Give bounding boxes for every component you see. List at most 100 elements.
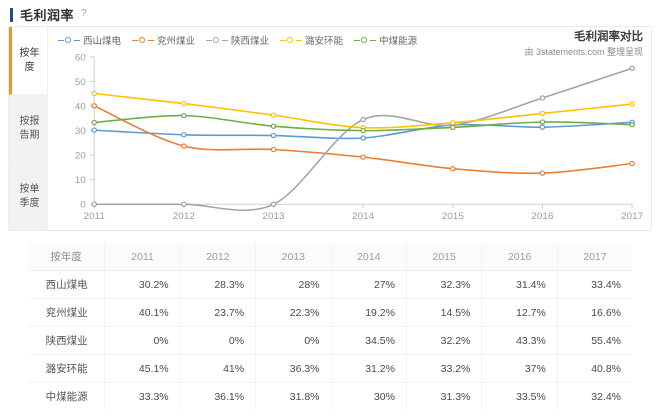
- table-cell: 28%: [255, 270, 332, 299]
- series-point[interactable]: [270, 201, 277, 207]
- table-col-header-year: 2016: [481, 243, 558, 271]
- table-cell: 40.8%: [557, 354, 632, 383]
- table-cell: 40.1%: [104, 298, 181, 327]
- series-point[interactable]: [91, 201, 98, 207]
- series-point[interactable]: [629, 122, 635, 128]
- table-cell: 16.6%: [557, 298, 632, 327]
- help-icon[interactable]: ?: [81, 8, 87, 19]
- legend-item-3[interactable]: 潞安环能: [280, 33, 343, 47]
- plot-wrap: 0 10 20 30 40 50 60 2011 2012 2013 2014 2015 2016 201…: [48, 51, 651, 230]
- series-0: [91, 119, 635, 141]
- series-point[interactable]: [270, 112, 277, 118]
- table-row: 潞安环能 45.1% 41% 36.3% 31.2% 33.2% 37% 40.8%: [28, 354, 632, 383]
- y-axis-tick-label: 20: [75, 151, 87, 162]
- line-chart-svg: 0 10 20 30 40 50 60 2011 2012 2013 2014 2015 2016 201…: [75, 53, 643, 222]
- table-col-header-year: 2011: [104, 243, 181, 271]
- series-point[interactable]: [449, 124, 456, 131]
- series-point[interactable]: [360, 127, 366, 134]
- series-4: [91, 112, 635, 134]
- series-point[interactable]: [270, 146, 277, 153]
- series-3: [91, 90, 635, 131]
- legend-marker-icon: [280, 36, 303, 45]
- legend-marker-icon: [354, 36, 377, 45]
- series-point[interactable]: [91, 90, 98, 97]
- page-title: 毛利润率: [20, 8, 75, 23]
- table-cell: 32.2%: [406, 326, 483, 355]
- sidebar-tab-0[interactable]: 按年度: [9, 27, 47, 95]
- series-point[interactable]: [539, 170, 546, 176]
- series-point[interactable]: [629, 101, 635, 107]
- legend-item-2[interactable]: 陕西煤业: [206, 33, 269, 47]
- legend-item-0[interactable]: 西山煤电: [58, 33, 121, 47]
- series-point[interactable]: [539, 119, 546, 125]
- y-axis-tick-label: 50: [75, 77, 87, 88]
- table-cell: 31.2%: [331, 354, 407, 383]
- title-accent-bar: [10, 7, 13, 22]
- series-point[interactable]: [449, 120, 456, 126]
- legend-label: 西山煤电: [83, 36, 122, 47]
- table-cell: 33.4%: [557, 270, 632, 299]
- table-row: 兖州煤业 40.1% 23.7% 22.3% 19.2% 14.5% 12.7% 16.6%: [28, 298, 632, 327]
- series-point[interactable]: [360, 154, 366, 160]
- series-point[interactable]: [449, 166, 456, 172]
- sidebar-tab-2[interactable]: 按单 季度: [9, 163, 47, 230]
- series-point[interactable]: [181, 143, 187, 149]
- legend-item-4[interactable]: 中煤能源: [354, 33, 417, 47]
- series-1: [91, 103, 635, 176]
- series-point[interactable]: [270, 123, 277, 129]
- x-axis-tick-label: 2014: [352, 211, 375, 222]
- table-cell: 12.7%: [481, 298, 558, 327]
- page-header: 毛利润率 ?: [0, 0, 660, 23]
- series-point[interactable]: [181, 132, 187, 138]
- table-cell: 33.5%: [481, 382, 558, 410]
- sidebar-tab-label: 按年度: [19, 47, 40, 73]
- series-point[interactable]: [91, 103, 98, 109]
- table-row: 西山煤电 30.2% 28.3% 28% 27% 32.3% 31.4% 33.4%: [28, 270, 632, 299]
- data-table-wrap: 按年度 2011 2012 2013 2014 2015 2016 2017 西山煤电 30.2…: [28, 243, 632, 410]
- table-cell: 14.5%: [406, 298, 483, 327]
- x-axis-tick-label: 2013: [262, 211, 284, 222]
- table-cell: 0%: [104, 326, 181, 355]
- series-point[interactable]: [181, 100, 187, 107]
- table-cell: 23.7%: [180, 298, 257, 327]
- x-axis-tick-label: 2015: [442, 211, 464, 222]
- table-row-label: 中煤能源: [28, 382, 106, 410]
- series-point[interactable]: [629, 160, 635, 167]
- legend-label: 中煤能源: [379, 36, 418, 47]
- table-cell: 27%: [331, 270, 407, 299]
- series-point[interactable]: [539, 110, 546, 117]
- series-point[interactable]: [360, 116, 366, 123]
- sidebar-tab-1[interactable]: 按报 告期: [9, 95, 47, 163]
- table-cell: 28.3%: [180, 270, 257, 299]
- legend-label: 陕西煤业: [231, 36, 270, 47]
- table-cell: 36.1%: [180, 382, 257, 410]
- y-axis-tick-label: 60: [75, 53, 87, 64]
- series-point[interactable]: [629, 65, 635, 71]
- legend-label: 兖州煤业: [157, 36, 196, 47]
- series-point[interactable]: [181, 201, 187, 207]
- x-axis-tick-label: 2017: [621, 211, 643, 222]
- series-point[interactable]: [181, 112, 187, 119]
- series-point[interactable]: [91, 119, 98, 126]
- legend-marker-icon: [58, 36, 80, 45]
- table-cell: 31.4%: [481, 270, 558, 299]
- series-point[interactable]: [270, 132, 277, 139]
- table-row: 中煤能源 33.3% 36.1% 31.8% 30% 31.3% 33.5% 32.4%: [28, 382, 632, 410]
- series-point[interactable]: [360, 135, 366, 141]
- table-row-label: 陕西煤业: [28, 326, 106, 355]
- table-row: 陕西煤业 0% 0% 0% 34.5% 32.2% 43.3% 55.4%: [28, 326, 632, 355]
- table-cell: 32.3%: [406, 270, 483, 299]
- legend-marker-icon: [206, 36, 229, 45]
- x-axis-tick-label: 2011: [83, 211, 104, 222]
- series-point[interactable]: [91, 127, 98, 133]
- table-row-label: 西山煤电: [28, 270, 106, 299]
- series-point[interactable]: [539, 124, 546, 130]
- legend-item-1[interactable]: 兖州煤业: [132, 33, 195, 47]
- gross-margin-table: 按年度 2011 2012 2013 2014 2015 2016 2017 西山煤电 30.2…: [28, 243, 632, 410]
- y-axis-tick-label: 10: [75, 175, 87, 186]
- series-2: [91, 65, 635, 212]
- table-cell: 55.4%: [557, 326, 632, 355]
- table-cell: 33.2%: [406, 354, 483, 383]
- table-cell: 36.3%: [255, 354, 332, 383]
- series-point[interactable]: [539, 95, 546, 101]
